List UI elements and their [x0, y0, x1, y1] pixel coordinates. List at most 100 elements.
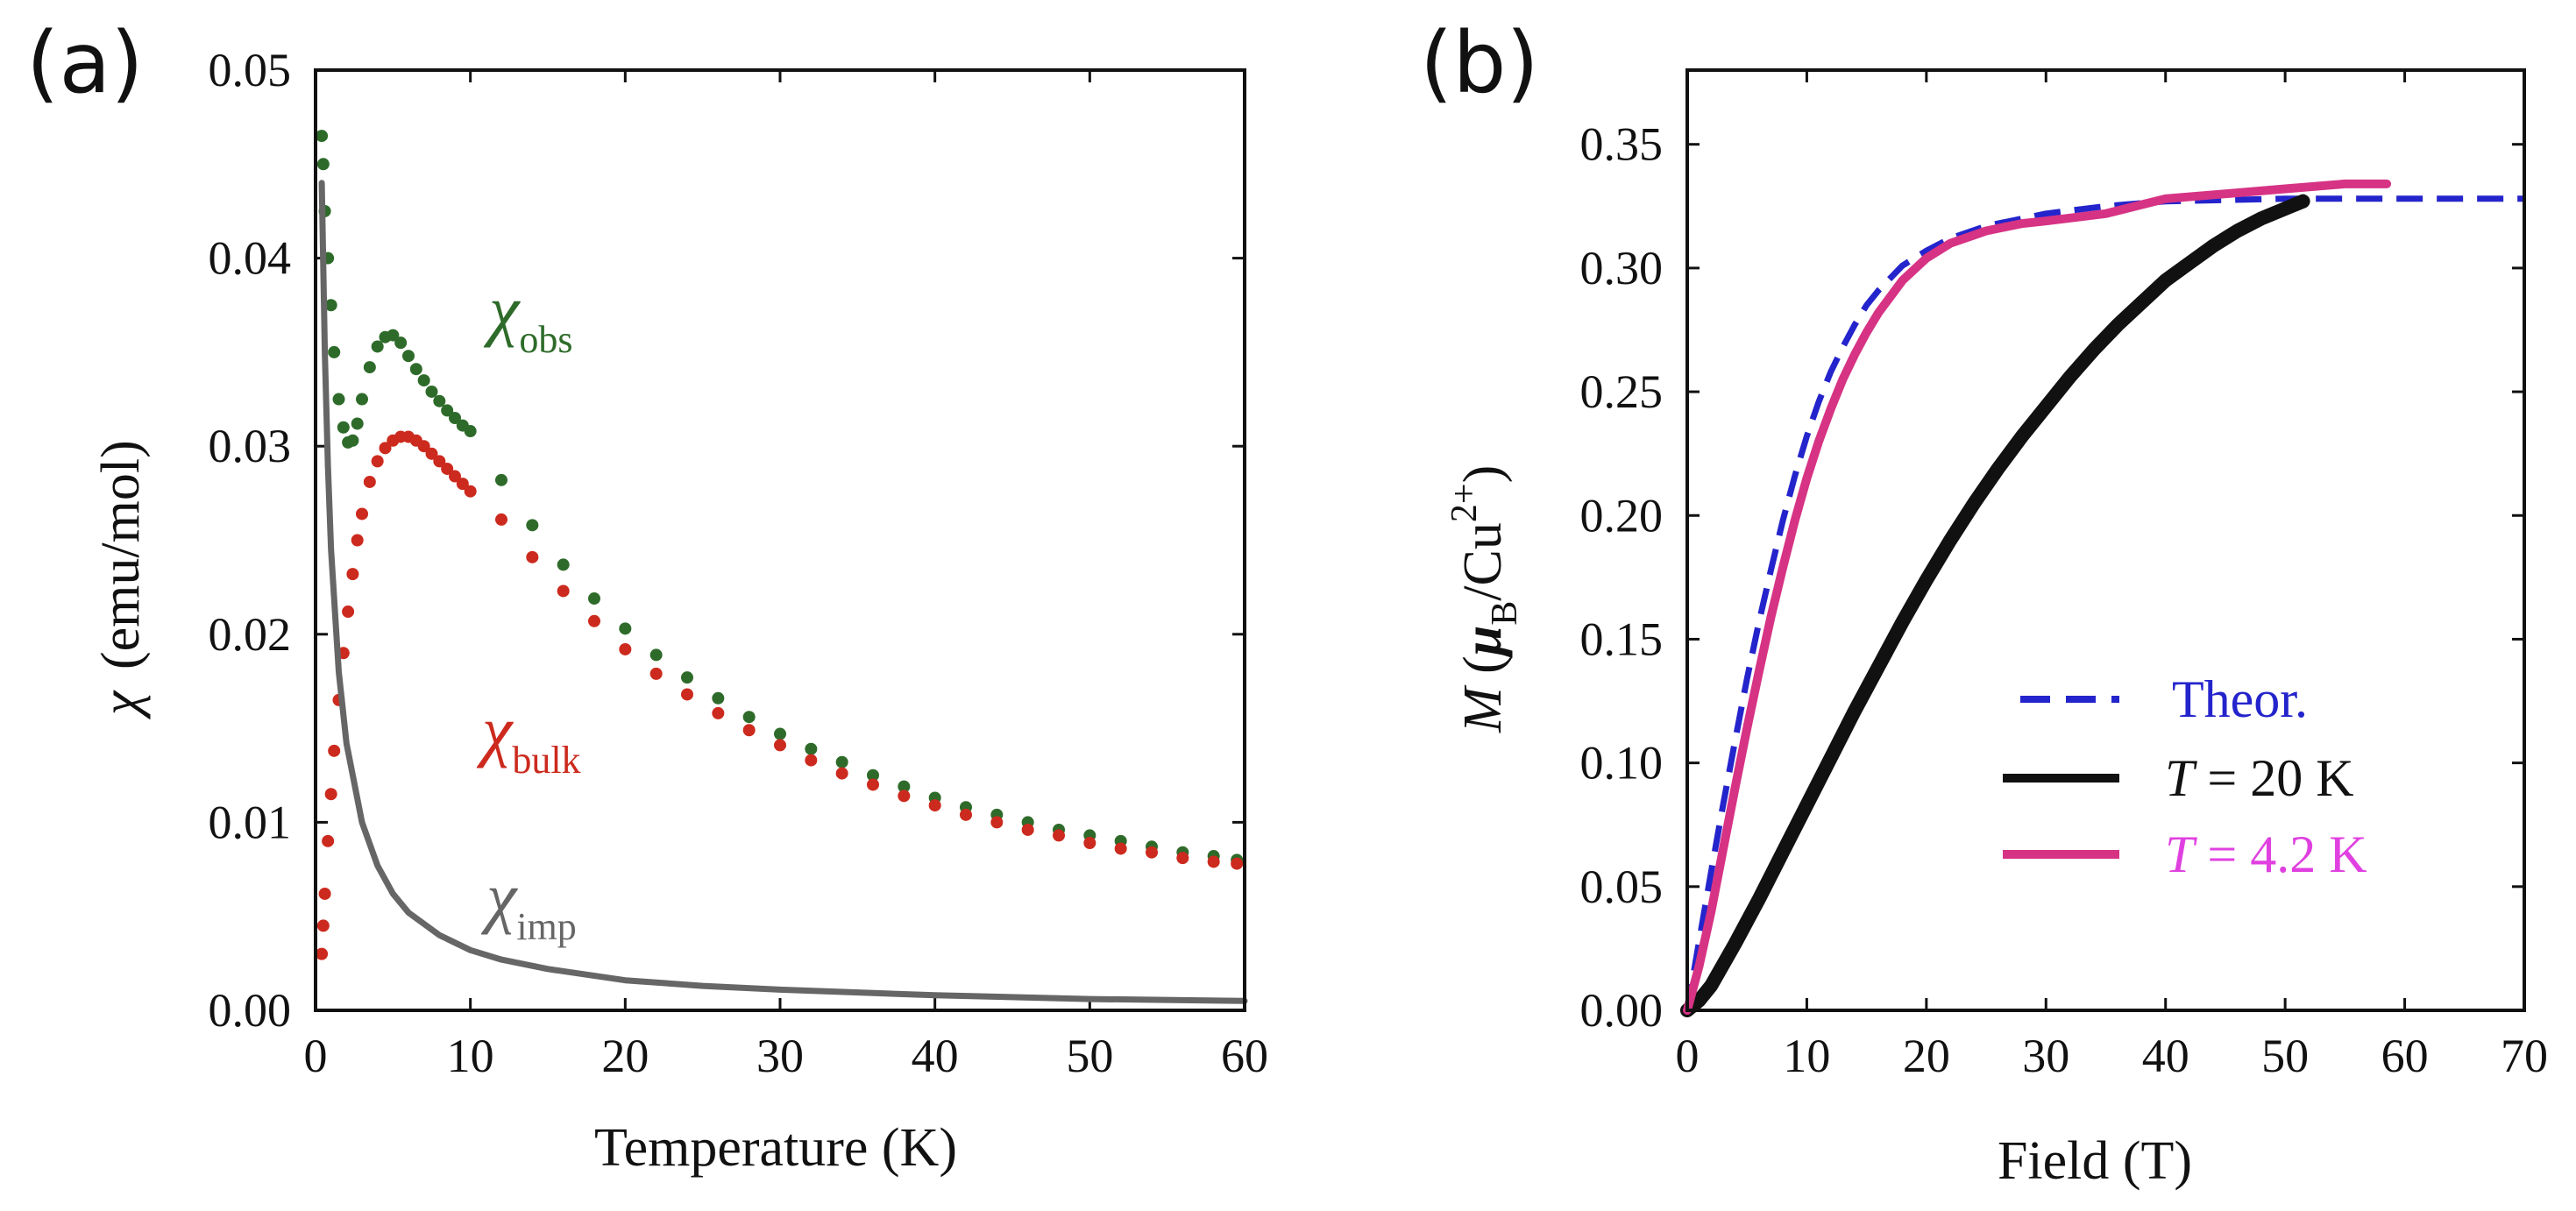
data-point--bulk	[356, 507, 368, 521]
data-point--obs	[495, 473, 507, 486]
x-tick-label: 60	[2381, 1030, 2429, 1082]
y-tick-label: 0.20	[1580, 489, 1664, 542]
panel-b-frame	[1685, 68, 2526, 1012]
data-point--obs	[742, 711, 756, 724]
series-label-obs: χobs	[483, 272, 572, 361]
data-point--bulk	[324, 788, 337, 801]
x-tick-label: 0	[304, 1030, 328, 1082]
data-point--bulk	[1021, 823, 1034, 836]
data-point--obs	[464, 425, 477, 438]
y-tick-label: 0.04	[209, 232, 292, 285]
panel-a-x-tick-labels: 0 10 20 30 40 50 60	[304, 1030, 1269, 1082]
data-point--bulk	[351, 534, 364, 547]
y-tick-label: 0.15	[1580, 613, 1664, 665]
data-point--bulk	[990, 816, 1004, 829]
x-tick-label: 50	[1066, 1030, 1113, 1082]
data-point--obs	[316, 158, 330, 171]
data-point--bulk	[417, 440, 430, 453]
data-point--bulk	[449, 470, 461, 483]
data-point--bulk	[1231, 857, 1244, 870]
panel-a-y-axis-title: χ (emu/mol)	[91, 440, 151, 719]
data-point--obs	[387, 329, 400, 342]
data-point--bulk	[898, 790, 911, 803]
panel-a-chart: (a) 0.00 0.01 0.02 0.03 0.04 0.05 0 10 20 30 40 50…	[26, 14, 1268, 1178]
x-tick-label: 30	[756, 1030, 804, 1082]
y-tick-label: 0.01	[209, 796, 292, 848]
data-point--obs	[316, 130, 329, 143]
x-tick-label: 0	[1676, 1030, 1700, 1082]
panel-b-series	[1680, 179, 2524, 1017]
data-point--bulk	[495, 513, 507, 526]
data-point--obs	[324, 299, 337, 312]
legend-item-4-2k: T = 4.2 K	[2003, 825, 2367, 883]
series-line-t-20-k	[1680, 194, 2310, 1017]
data-point--obs	[805, 742, 818, 755]
panel-a-x-axis-title: Temperature (K)	[594, 1118, 957, 1178]
data-point--obs	[337, 421, 350, 434]
y-tick-label: 0.10	[1580, 737, 1664, 790]
x-tick-label: 40	[2142, 1030, 2189, 1082]
data-point--obs	[332, 393, 345, 406]
data-point--obs	[835, 755, 848, 768]
data-point--bulk	[681, 688, 693, 701]
data-point--bulk	[342, 606, 355, 619]
series-label-imp: χimp	[480, 859, 577, 948]
panel-b-y-tick-labels: 0.00 0.05 0.10 0.15 0.20 0.25 0.30 0.35	[1580, 118, 1664, 1037]
x-tick-label: 30	[2022, 1030, 2069, 1082]
panel-b-label: (b)	[1420, 14, 1539, 112]
data-point--obs	[867, 768, 879, 782]
legend-label-4-2k: T = 4.2 K	[2165, 825, 2367, 883]
data-point--obs	[346, 434, 359, 447]
series-line-t-4-2-k	[1683, 179, 2392, 1015]
data-point--bulk	[363, 475, 376, 488]
data-point--bulk	[835, 767, 848, 780]
panel-a-ticks	[316, 70, 1245, 1010]
data-point--bulk	[960, 808, 972, 821]
x-tick-label: 60	[1221, 1030, 1268, 1082]
data-point--bulk	[316, 947, 329, 960]
data-point--obs	[526, 519, 539, 532]
series-line--imp	[318, 180, 1248, 1004]
data-point--obs	[351, 417, 364, 430]
data-point--bulk	[316, 919, 330, 932]
data-point--bulk	[619, 642, 632, 655]
data-point--obs	[409, 363, 422, 376]
y-axis-chi-symbol: χ	[91, 690, 151, 719]
y-tick-label: 0.30	[1580, 242, 1664, 294]
panel-b-ticks	[1687, 70, 2524, 1010]
data-point--obs	[363, 361, 376, 374]
x-tick-label: 40	[912, 1030, 959, 1082]
data-point--bulk	[1083, 837, 1096, 850]
data-point--bulk	[588, 614, 600, 627]
data-point--bulk	[1146, 846, 1158, 859]
data-point--bulk	[742, 724, 756, 737]
data-point--bulk	[425, 447, 438, 460]
panel-a-series	[316, 130, 1248, 1004]
data-point--obs	[371, 340, 384, 353]
data-point--bulk	[557, 584, 570, 598]
data-point--bulk	[1207, 855, 1220, 868]
y-tick-label: 0.05	[1580, 860, 1664, 913]
data-point--bulk	[346, 568, 359, 581]
legend-label-theor: Theor.	[2172, 670, 2308, 728]
data-point--obs	[417, 374, 430, 387]
data-point--bulk	[1176, 852, 1189, 865]
panel-b-chart: (b) 0.00 0.05 0.10 0.15 0.20 0.25 0.30 0.35 0 10…	[1420, 14, 2548, 1191]
data-point--obs	[649, 648, 663, 662]
panel-b-x-axis-title: Field (T)	[1998, 1131, 2192, 1191]
data-point--bulk	[928, 799, 941, 812]
data-point--bulk	[318, 887, 331, 900]
data-point--bulk	[712, 706, 725, 719]
panel-b-x-tick-labels: 0 10 20 30 40 50 60 70	[1676, 1030, 2549, 1082]
y-tick-label: 0.02	[209, 608, 292, 661]
data-point--obs	[328, 345, 341, 358]
data-point--obs	[433, 394, 446, 407]
data-point--bulk	[433, 455, 446, 468]
y-tick-label: 0.00	[1580, 984, 1664, 1037]
y-axis-unit: (emu/mol)	[91, 440, 151, 669]
data-point--bulk	[379, 442, 392, 455]
y-tick-label: 0.05	[209, 44, 292, 96]
y-axis-title-text: M (μB/Cu2+)	[1444, 465, 1525, 733]
x-tick-label: 10	[447, 1030, 494, 1082]
